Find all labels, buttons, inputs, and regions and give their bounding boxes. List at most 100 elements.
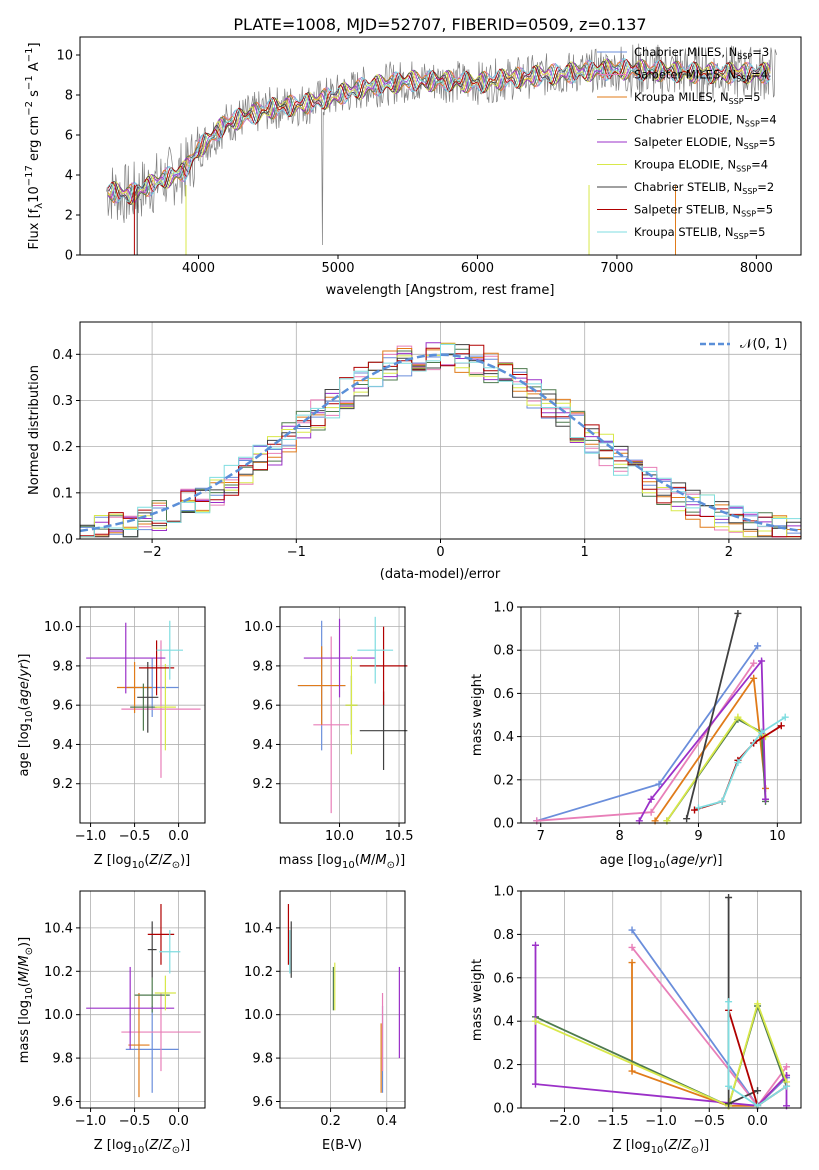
salpeter-elodie-histogram	[80, 342, 801, 538]
y-tick-label: 0.4	[493, 1015, 514, 1030]
y-tick-label: 10.0	[244, 620, 273, 635]
kroupa-elodie-weight-marker	[734, 713, 742, 721]
legend-label-tail: =4	[751, 158, 768, 172]
age-vs-metallicity-panel: −1.0 −0.5 0.0 9.2 9.4 9.6 9.8 10.0 Z [log10(Z/Z…	[17, 606, 206, 871]
histogram-marks	[80, 342, 801, 538]
kroupa-stelib-weight-marker	[781, 713, 789, 721]
x-tick-label: 7000	[600, 261, 633, 276]
spectrum-marks	[106, 43, 778, 255]
salpeter-miles-model-line	[107, 59, 771, 204]
kroupa-stelib-weight-marker	[725, 998, 733, 1006]
legend-label: Chabrier MILES, NSSP=3	[634, 45, 769, 61]
kroupa-elodie-weight-line	[535, 1000, 788, 1108]
y-tick-label: 9.2	[52, 777, 73, 792]
mass-vs-ebv-xlabel: E(B-V)	[322, 1138, 362, 1153]
kroupa-stelib-weight-marker	[783, 1082, 791, 1090]
kroupa-stelib-weight-marker	[694, 804, 702, 812]
y-tick-label: 6	[65, 129, 73, 144]
kroupa-miles-weight-marker	[628, 1067, 636, 1075]
legend-label-text: Chabrier MILES, N	[634, 45, 737, 59]
chabrier-elodie-model-line	[107, 58, 771, 202]
legend-label-tail: =2	[757, 180, 774, 194]
salpeter-miles-weight-marker	[783, 1063, 791, 1071]
legend-label-sub: SSP	[734, 232, 749, 241]
normal-legend-label: 𝒩(0, 1)	[740, 337, 787, 352]
age-vs-mass-frame	[279, 606, 406, 824]
x-tick-label: −1.0	[645, 1114, 677, 1129]
legend-label-tail: =5	[756, 203, 773, 217]
x-tick-label: −2.0	[549, 1114, 581, 1129]
legend-label-text: Salpeter ELODIE, N	[634, 135, 744, 149]
kroupa-stelib-model-line	[107, 58, 771, 202]
salpeter-miles-weight-marker	[628, 943, 636, 951]
chabrier-stelib-weight-marker	[734, 609, 742, 617]
y-tick-label: 0.8	[493, 928, 514, 943]
y-tick-label: 0.1	[52, 486, 73, 501]
chabrier-miles-weight-marker	[754, 642, 762, 650]
chabrier-stelib-weight-marker	[725, 894, 733, 902]
x-tick-label: −0.5	[119, 829, 151, 844]
legend-label-text: Chabrier ELODIE, N	[634, 113, 745, 127]
x-tick-label: 8000	[740, 261, 773, 276]
x-tick-label: 9	[694, 829, 702, 844]
salpeter-elodie-weight-marker	[531, 941, 539, 949]
kroupa-stelib-weight-marker	[725, 1082, 733, 1090]
weight-vs-metallicity-panel: −2.0 −1.5 −1.0 −0.5 0.0 0.0 0.2 0.4 0.6 0.8 1.0 Z …	[470, 885, 802, 1156]
kroupa-elodie-weight-marker	[754, 1000, 762, 1008]
x-tick-label: 2	[725, 545, 733, 560]
y-tick-label: 0.2	[52, 440, 73, 455]
legend-label: Kroupa STELIB, NSSP=5	[634, 225, 765, 241]
legend-label-sub: SSP	[736, 165, 751, 174]
kroupa-miles-model-line	[107, 60, 771, 204]
x-tick-label: 4000	[182, 261, 215, 276]
age-vs-mass-panel: 10.0 10.5 9.2 9.4 9.6 9.8 10.0 mass [log10(M/M…	[244, 606, 414, 871]
legend-label: Kroupa MILES, NSSP=5	[634, 90, 760, 106]
y-tick-label: 9.8	[252, 1052, 273, 1067]
chabrier-stelib-weight-marker	[754, 1087, 762, 1095]
x-tick-label: 10	[769, 829, 786, 844]
x-tick-label: 6000	[461, 261, 494, 276]
legend-label-tail: =4	[760, 113, 777, 127]
legend-label-text: Kroupa STELIB, N	[634, 225, 734, 239]
y-tick-label: 10.0	[244, 1008, 273, 1023]
y-tick-label: 0.8	[493, 644, 514, 659]
chabrier-elodie-weight-line	[666, 718, 767, 822]
weight-vs-age-xlabel: age [log10(age/yr)]	[600, 853, 723, 871]
x-tick-label: 0.4	[376, 1114, 397, 1129]
weight-vs-age-panel: 7 8 9 10 0.0 0.2 0.4 0.6 0.8 1.0 age [log10(age/y…	[470, 601, 802, 871]
y-tick-label: 0.0	[493, 817, 514, 832]
salpeter-elodie-weight-line	[638, 658, 767, 822]
y-tick-label: 9.6	[252, 1095, 273, 1110]
mass-vs-metallicity-xlabel: Z [log10(Z/Z⊙)]	[94, 1138, 191, 1156]
y-tick-label: 9.8	[252, 659, 273, 674]
legend-label: Kroupa ELODIE, NSSP=4	[634, 158, 768, 174]
salpeter-stelib-weight-marker	[691, 806, 699, 814]
x-tick-label: −2	[143, 545, 162, 560]
salpeter-miles-weight-marker	[647, 808, 655, 816]
legend-label-text: Kroupa ELODIE, N	[634, 158, 736, 172]
x-tick-label: 1	[581, 545, 589, 560]
weight-vs-metallicity-ylabel: mass weight	[470, 959, 485, 1041]
histogram-panel: −2 −1 0 1 2 0.0 0.1 0.2 0.3 0.4 𝒩(0, 1) (data-mod…	[27, 321, 802, 582]
x-tick-label: 0.2	[320, 1114, 341, 1129]
y-tick-label: 0.2	[493, 1058, 514, 1073]
figure-title: PLATE=1008, MJD=52707, FIBERID=0509, z=0…	[233, 15, 646, 34]
chabrier-stelib-model-line	[107, 60, 771, 205]
y-tick-label: 9.4	[252, 738, 273, 753]
y-tick-label: 9.2	[252, 777, 273, 792]
y-tick-label: 9.6	[52, 1095, 73, 1110]
y-tick-label: 0.4	[493, 730, 514, 745]
chabrier-stelib-weight-marker	[725, 1100, 733, 1108]
x-tick-label: −0.5	[119, 1114, 151, 1129]
x-tick-label: 5000	[321, 261, 354, 276]
legend-label-text: Chabrier STELIB, N	[634, 180, 742, 194]
chabrier-stelib-weight-marker	[683, 815, 691, 823]
legend-label-text: Salpeter STELIB, N	[634, 203, 741, 217]
legend-label-sub: SSP	[744, 142, 759, 151]
x-tick-label: 10.0	[325, 829, 354, 844]
mass-vs-ebv-panel: 0.2 0.4 9.6 9.8 10.0 10.2 10.4 E(B-V)	[244, 890, 406, 1153]
y-tick-label: 0.4	[52, 348, 73, 363]
y-tick-label: 9.6	[52, 699, 73, 714]
x-tick-label: −1.5	[597, 1114, 629, 1129]
legend-label: Salpeter MILES, NSSP=4	[634, 68, 768, 84]
